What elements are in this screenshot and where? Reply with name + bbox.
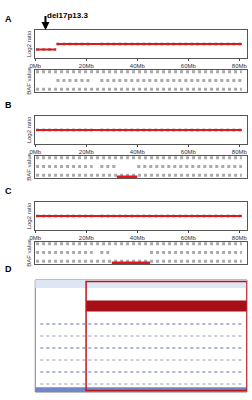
svg-text:80Mb: 80Mb — [232, 235, 248, 241]
svg-text:60Mb: 60Mb — [181, 235, 197, 241]
svg-text:A: A — [5, 14, 12, 24]
svg-text:BAF value: BAF value — [26, 153, 32, 181]
svg-text:80Mb: 80Mb — [232, 149, 248, 155]
svg-text:0Mb: 0Mb — [29, 149, 41, 155]
svg-text:BAF value: BAF value — [26, 67, 32, 95]
svg-text:Log2 ratio: Log2 ratio — [26, 30, 32, 57]
svg-text:0Mb: 0Mb — [29, 235, 41, 241]
svg-text:Log2 ratio: Log2 ratio — [26, 116, 32, 143]
svg-text:60Mb: 60Mb — [181, 63, 197, 69]
svg-text:BAF value: BAF value — [26, 239, 32, 267]
svg-text:C: C — [5, 186, 12, 196]
svg-text:40Mb: 40Mb — [130, 149, 146, 155]
svg-text:60Mb: 60Mb — [181, 149, 197, 155]
svg-text:20Mb: 20Mb — [79, 149, 95, 155]
svg-text:40Mb: 40Mb — [130, 63, 146, 69]
svg-text:20Mb: 20Mb — [79, 235, 95, 241]
svg-text:80Mb: 80Mb — [232, 63, 248, 69]
svg-text:del17p13.3: del17p13.3 — [47, 11, 88, 20]
svg-text:Log2 ratio: Log2 ratio — [26, 202, 32, 229]
svg-text:D: D — [5, 264, 12, 274]
svg-text:20Mb: 20Mb — [79, 63, 95, 69]
svg-text:B: B — [5, 100, 12, 110]
svg-text:0Mb: 0Mb — [29, 63, 41, 69]
svg-text:40Mb: 40Mb — [130, 235, 146, 241]
